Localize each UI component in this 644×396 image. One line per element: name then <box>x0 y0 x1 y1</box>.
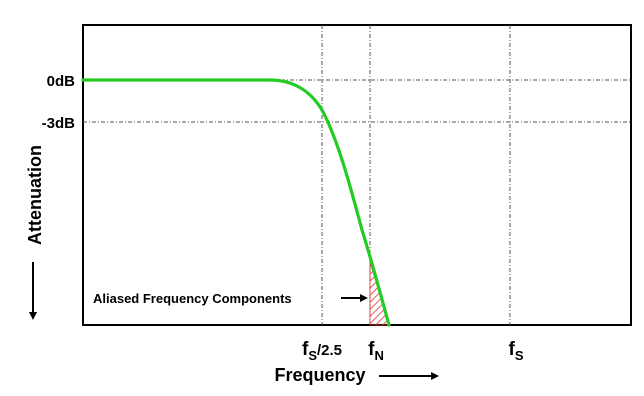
xtick-label-fs-2-5: fS/2.5 <box>302 339 342 363</box>
x-axis-label: Frequency <box>274 365 365 385</box>
xtick-fn-main: f <box>368 339 375 360</box>
xtick-fs-sub: S <box>515 348 524 363</box>
xtick-fs25-sub: S <box>308 348 317 363</box>
xtick-label-fn: fN <box>368 339 384 363</box>
xtick-label-fs: fS <box>509 339 524 363</box>
plot-area <box>82 24 632 326</box>
ytick-label-0db: 0dB <box>47 73 76 90</box>
xtick-fs25-main: f <box>302 339 309 360</box>
xtick-fn-sub: N <box>374 348 383 363</box>
aliased-annotation: Aliased Frequency Components <box>93 291 292 306</box>
y-axis-label: Attenuation <box>25 145 45 245</box>
ytick-label-minus3db: -3dB <box>42 115 76 132</box>
xtick-fs-main: f <box>509 339 516 360</box>
xtick-fs25-suffix: /2.5 <box>317 342 342 359</box>
response-curve <box>81 78 391 327</box>
